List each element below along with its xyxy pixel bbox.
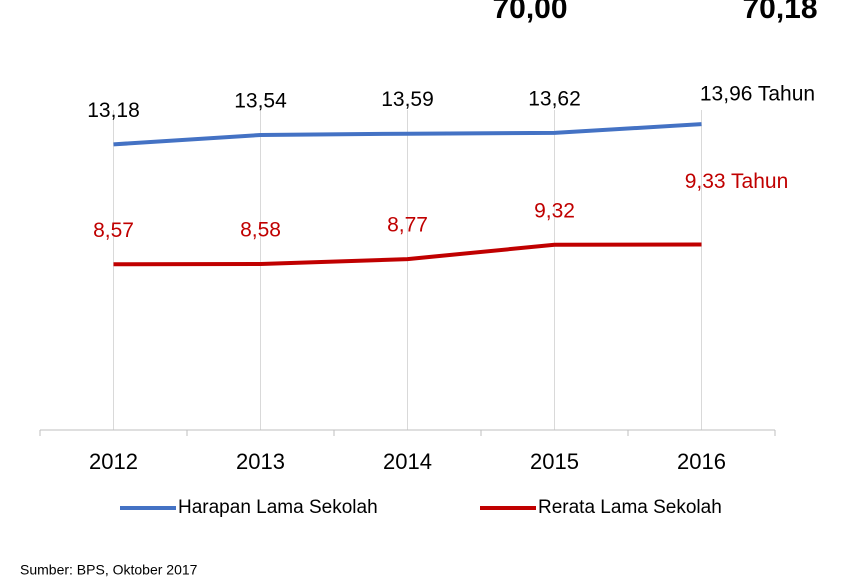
annotation: 70,18	[742, 0, 817, 25]
data-label: 8,57	[93, 219, 134, 242]
x-tick-label: 2014	[383, 449, 432, 474]
legend-label: Harapan Lama Sekolah	[178, 497, 378, 518]
data-label: 13,18	[87, 99, 140, 122]
data-label: 8,58	[240, 219, 281, 242]
source-note: Sumber: BPS, Oktober 2017	[20, 562, 198, 578]
data-label: 8,77	[387, 214, 428, 237]
x-tick-label: 2015	[530, 449, 579, 474]
x-tick-label: 2016	[677, 449, 726, 474]
data-label: 13,62	[528, 87, 581, 110]
series-line	[113, 242, 702, 267]
data-label: 13,96 Tahun	[700, 83, 815, 106]
legend-label: Rerata Lama Sekolah	[538, 497, 722, 518]
data-label: 9,33 Tahun	[685, 170, 789, 193]
x-tick-label: 2012	[89, 449, 138, 474]
x-tick-label: 2013	[236, 449, 285, 474]
data-label: 9,32	[534, 199, 575, 222]
data-label: 13,54	[234, 90, 287, 113]
annotation: 70,00	[492, 0, 567, 25]
series-line	[113, 122, 702, 147]
data-label: 13,59	[381, 88, 434, 111]
